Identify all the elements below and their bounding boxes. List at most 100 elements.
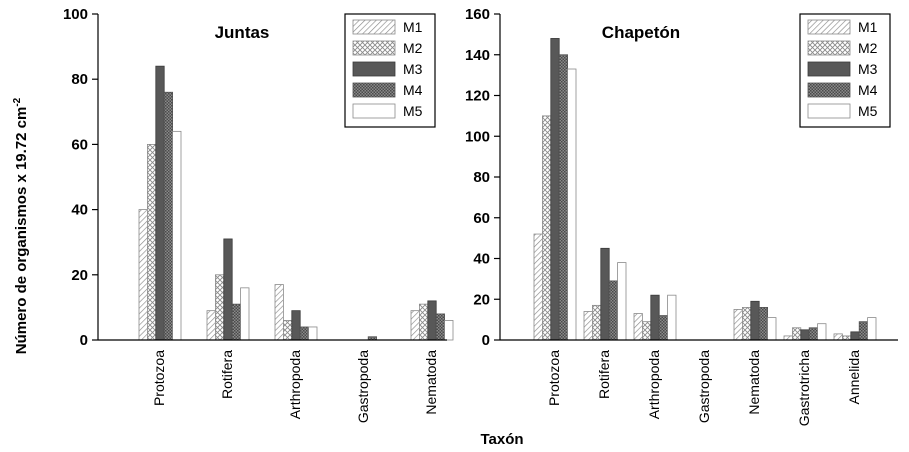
bar-m4-annelida bbox=[858, 321, 869, 341]
x-tick-label: Nematoda bbox=[746, 350, 762, 415]
bar-m3-protozoa bbox=[550, 38, 560, 341]
bars-group bbox=[138, 65, 454, 341]
y-tick-label: 100 bbox=[63, 6, 88, 23]
bar-m3-arthropoda bbox=[291, 310, 301, 341]
y-tick-label: 40 bbox=[71, 202, 88, 219]
bar-m5-protozoa bbox=[567, 68, 577, 341]
legend-label-m5: M5 bbox=[403, 103, 423, 119]
y-tick-label: 120 bbox=[465, 88, 490, 105]
bar-m5-protozoa bbox=[172, 130, 182, 341]
legend-swatch-m2 bbox=[807, 40, 851, 56]
bar-m2-protozoa bbox=[542, 115, 552, 341]
bar-m2-gastrotricha bbox=[792, 327, 802, 341]
axes-group: Protozoa Rotifera Arthropoda Gastropoda Nema… bbox=[63, 6, 447, 423]
legend-swatch-m4 bbox=[352, 82, 396, 98]
bar-m1-protozoa bbox=[138, 209, 148, 341]
panel-title: Chapetón bbox=[602, 23, 680, 42]
y-tick-label: 0 bbox=[482, 332, 490, 349]
y-tick-label: 100 bbox=[465, 128, 490, 145]
x-tick-label: Gastrotricha bbox=[796, 350, 812, 426]
bar-m1-annelida bbox=[833, 333, 843, 341]
bar-m3-protozoa bbox=[155, 65, 165, 341]
bar-m1-arthropoda bbox=[274, 284, 284, 341]
legend-swatch-m2 bbox=[352, 40, 396, 56]
x-tick-label: Gastropoda bbox=[696, 350, 712, 423]
bar-m5-gastrotricha bbox=[817, 323, 827, 341]
legend-swatch-m3 bbox=[807, 61, 851, 77]
x-tick-label: Protozoa bbox=[151, 350, 167, 406]
legend-label-m4: M4 bbox=[858, 82, 878, 98]
legend-swatch-m5 bbox=[352, 103, 396, 119]
bar-m2-protozoa bbox=[146, 143, 157, 341]
legend: M1 M2 M3 M4 M5 bbox=[799, 13, 891, 128]
bar-m4-rotifera bbox=[231, 303, 241, 341]
x-tick-label: Nematoda bbox=[423, 350, 439, 415]
x-tick-label: Protozoa bbox=[546, 350, 562, 406]
bar-m3-nematoda bbox=[427, 300, 437, 341]
bar-m5-nematoda bbox=[767, 317, 777, 341]
axes-group: Protozoa Rotifera Arthropoda Gastropoda Nema… bbox=[465, 6, 898, 426]
bar-m2-annelida bbox=[842, 335, 852, 341]
x-tick-label: Gastropoda bbox=[355, 350, 371, 423]
legend-label-m4: M4 bbox=[403, 82, 423, 98]
bar-m5-annelida bbox=[867, 317, 877, 341]
legend-label-m5: M5 bbox=[858, 103, 878, 119]
legend: M1 M2 M3 M4 M5 bbox=[344, 13, 436, 128]
legend-swatch-m4 bbox=[807, 82, 851, 98]
y-tick-label: 60 bbox=[71, 136, 88, 153]
x-tick-label: Rotifera bbox=[596, 350, 612, 399]
y-tick-label: 160 bbox=[465, 6, 490, 23]
bar-m3-rotifera bbox=[223, 238, 233, 341]
bar-m2-arthropoda bbox=[642, 321, 652, 341]
legend-swatch-m1 bbox=[807, 19, 851, 35]
chart-panel-juntas: Juntas Protozoa Rotifera Arthropoda Gastrop… bbox=[63, 6, 454, 423]
bar-m4-protozoa bbox=[163, 91, 173, 341]
bar-m5-nematoda bbox=[444, 320, 454, 341]
y-tick-label: 20 bbox=[473, 291, 490, 308]
legend-label-m3: M3 bbox=[403, 61, 423, 77]
legend-label-m3: M3 bbox=[858, 61, 878, 77]
y-tick-label: 80 bbox=[473, 169, 490, 186]
bar-m5-arthropoda bbox=[308, 326, 318, 341]
bar-m1-rotifera bbox=[206, 310, 216, 341]
y-tick-label: 80 bbox=[71, 71, 88, 88]
bar-m1-nematoda bbox=[410, 310, 420, 341]
bars-group bbox=[533, 38, 877, 341]
legend-label-m2: M2 bbox=[858, 40, 878, 56]
x-tick-label: Arthropoda bbox=[646, 350, 662, 419]
bar-m4-nematoda bbox=[435, 313, 446, 341]
x-tick-label: Annelida bbox=[846, 350, 862, 405]
bar-m4-arthropoda bbox=[299, 326, 310, 341]
bar-m2-rotifera bbox=[592, 304, 602, 341]
y-axis-title: Número de organismos x 19.72 cm-2 bbox=[12, 97, 30, 354]
bar-m4-nematoda bbox=[758, 306, 769, 341]
bar-m3-arthropoda bbox=[650, 294, 660, 341]
panel-title: Juntas bbox=[215, 23, 270, 42]
bar-m4-gastrotricha bbox=[808, 327, 819, 341]
x-axis-title: Taxón bbox=[480, 431, 523, 448]
y-tick-label: 20 bbox=[71, 267, 88, 284]
bar-m5-arthropoda bbox=[667, 294, 677, 341]
x-tick-label: Arthropoda bbox=[287, 350, 303, 419]
x-tick-label: Rotifera bbox=[219, 350, 235, 399]
legend-swatch-m1 bbox=[352, 19, 396, 35]
bar-m3-nematoda bbox=[750, 300, 760, 341]
legend-label-m1: M1 bbox=[403, 19, 423, 35]
bar-m2-rotifera bbox=[214, 274, 225, 341]
bar-m2-arthropoda bbox=[282, 320, 293, 341]
bar-m1-rotifera bbox=[583, 311, 593, 341]
legend-swatch-m5 bbox=[807, 103, 851, 119]
y-tick-label: 40 bbox=[473, 251, 490, 268]
bar-m5-rotifera bbox=[240, 287, 250, 341]
bar-m1-protozoa bbox=[533, 233, 543, 341]
legend-label-m2: M2 bbox=[403, 40, 423, 56]
y-tick-label: 140 bbox=[465, 47, 490, 64]
bar-m4-protozoa bbox=[558, 54, 569, 341]
bar-m3-annelida bbox=[850, 331, 860, 341]
bar-m1-nematoda bbox=[733, 309, 743, 341]
bar-m5-rotifera bbox=[617, 262, 627, 341]
bar-m2-nematoda bbox=[418, 303, 429, 341]
bar-m2-nematoda bbox=[742, 306, 752, 341]
bar-m3-gastrotricha bbox=[800, 329, 810, 341]
